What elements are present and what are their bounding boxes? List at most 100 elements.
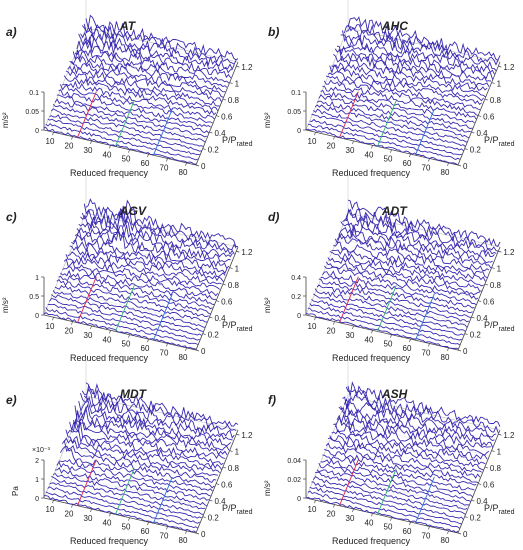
y-tick-label: 1.2 bbox=[241, 248, 253, 257]
spectrum-trace bbox=[338, 44, 491, 82]
y-tick-mark bbox=[209, 499, 213, 502]
x-axis-label: Reduced frequency bbox=[70, 353, 149, 363]
harmonic-line bbox=[339, 276, 359, 323]
spectrum-trace bbox=[316, 100, 470, 139]
y-tick-mark bbox=[195, 164, 200, 167]
x-tick-mark bbox=[428, 158, 430, 162]
y-axis-label: P/Prated bbox=[222, 135, 253, 148]
z-axis-label: m/s² bbox=[1, 297, 10, 313]
spectrum-trace bbox=[83, 384, 237, 431]
y-tick-mark bbox=[202, 516, 206, 518]
y-tick-mark bbox=[464, 148, 468, 150]
spectrum-trace bbox=[72, 234, 226, 277]
spectrum-trace bbox=[49, 482, 202, 519]
y-tick-label: 1.2 bbox=[503, 63, 515, 72]
spectrum-trace bbox=[347, 199, 501, 247]
x-tick-label: 60 bbox=[403, 159, 412, 168]
z-tick-label: 0.1 bbox=[29, 90, 39, 97]
spectrum-trace bbox=[322, 85, 475, 124]
y-tick-mark bbox=[478, 300, 482, 302]
y-axis-label-main: P/P bbox=[222, 135, 237, 145]
spectrum-trace bbox=[329, 63, 482, 106]
spectrum-trace bbox=[76, 40, 230, 84]
y-tick-label: 0 bbox=[463, 347, 468, 356]
y-axis-label: P/Prated bbox=[484, 503, 515, 516]
y-tick-mark bbox=[471, 316, 475, 319]
harmonic-line bbox=[153, 293, 173, 341]
x-tick-label: 80 bbox=[179, 536, 188, 545]
y-tick-mark bbox=[498, 433, 502, 436]
y-tick-mark bbox=[216, 115, 220, 117]
spectrum-trace bbox=[313, 293, 466, 332]
spectrum-trace bbox=[58, 275, 211, 315]
spectrum-trace bbox=[334, 233, 488, 279]
x-tick-label: 30 bbox=[346, 514, 355, 523]
spectrum-trace bbox=[65, 254, 219, 297]
x-tick-mark bbox=[333, 504, 335, 508]
harmonic-line bbox=[77, 91, 97, 138]
x-tick-label: 30 bbox=[84, 514, 93, 523]
y-tick-mark bbox=[484, 466, 488, 469]
spectrum-trace bbox=[56, 461, 209, 501]
spectrum-trace bbox=[309, 303, 462, 341]
z-tick-label: 0.02 bbox=[287, 477, 301, 484]
grid-line bbox=[316, 472, 469, 508]
spectrum-trace bbox=[316, 469, 470, 506]
spectrum-trace bbox=[47, 118, 200, 156]
z-tick-label: 0 bbox=[35, 313, 39, 320]
spectrum-trace bbox=[311, 481, 464, 520]
spectrum-trace bbox=[329, 435, 482, 473]
spectrum-trace bbox=[327, 257, 480, 296]
y-tick-mark bbox=[229, 450, 233, 452]
spectrum-trace bbox=[312, 475, 466, 515]
x-tick-mark bbox=[314, 317, 316, 321]
z-tick-label: 0 bbox=[35, 128, 39, 135]
harmonic-line bbox=[415, 108, 435, 156]
x-tick-label: 80 bbox=[179, 168, 188, 177]
y-tick-mark bbox=[222, 98, 226, 101]
y-axis-label-sub: rated bbox=[237, 326, 253, 333]
harmonic-line bbox=[77, 276, 97, 323]
spectrum-trace bbox=[60, 445, 213, 492]
x-tick-label: 80 bbox=[441, 168, 450, 177]
x-tick-mark bbox=[71, 321, 73, 325]
y-tick-label: 0 bbox=[201, 347, 206, 356]
chart-panel-b: 10 20 30 40 50 60 70 8000.20.40.60.811.200.050.… bbox=[263, 0, 515, 178]
spectrum-trace bbox=[80, 211, 233, 258]
harmonic-line bbox=[153, 476, 173, 524]
x-tick-mark bbox=[185, 347, 187, 351]
y-tick-label: 0.8 bbox=[490, 281, 502, 290]
y-axis-label: P/Prated bbox=[484, 320, 515, 333]
spectrum-trace bbox=[340, 403, 494, 448]
panel-title: MDT bbox=[120, 387, 148, 401]
spectrum-trace bbox=[71, 238, 224, 282]
z-tick-label: 0 bbox=[35, 496, 39, 503]
x-tick-label: 20 bbox=[65, 142, 74, 151]
x-tick-mark bbox=[352, 508, 354, 513]
x-tick-mark bbox=[90, 508, 92, 513]
y-tick-mark bbox=[222, 283, 226, 286]
spectrum-trace bbox=[346, 24, 499, 66]
y-tick-label: 0.6 bbox=[483, 298, 495, 307]
y-tick-label: 0.6 bbox=[483, 113, 495, 122]
x-tick-mark bbox=[352, 325, 354, 330]
x-tick-label: 70 bbox=[422, 163, 431, 172]
z-tick-label: 0 bbox=[297, 496, 301, 503]
spectrum-trace bbox=[336, 45, 490, 87]
x-axis-label: Reduced frequency bbox=[70, 168, 149, 178]
spectrum-trace bbox=[343, 24, 497, 72]
spectrum-trace bbox=[331, 62, 484, 102]
x-tick-label: 40 bbox=[365, 335, 374, 344]
spectrum-trace bbox=[325, 261, 479, 300]
x-tick-mark bbox=[71, 136, 73, 140]
panel-title: ADT bbox=[381, 204, 408, 218]
spectrum-trace bbox=[347, 381, 501, 427]
spectrum-trace bbox=[311, 114, 464, 151]
harmonic-line bbox=[153, 108, 173, 156]
x-tick-mark bbox=[166, 343, 168, 347]
spectrum-trace bbox=[329, 251, 482, 292]
x-tick-mark bbox=[109, 145, 111, 149]
y-tick-label: 0.8 bbox=[228, 464, 240, 473]
y-tick-label: 0.2 bbox=[208, 331, 220, 340]
x-tick-label: 70 bbox=[422, 531, 431, 540]
